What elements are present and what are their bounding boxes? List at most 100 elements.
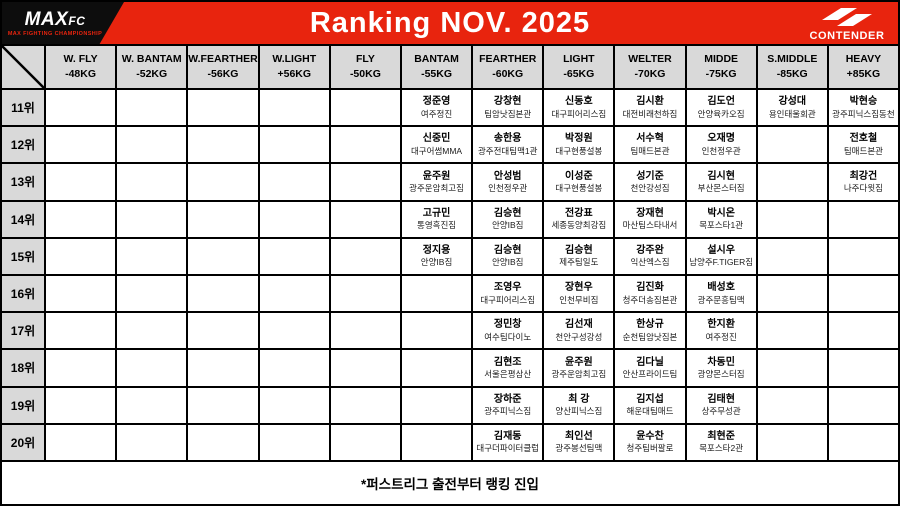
weight-class-name: W.LIGHT xyxy=(272,53,317,66)
empty-cell xyxy=(259,313,329,349)
gym-name: 통영흑진짐 xyxy=(417,220,457,231)
gym-name: 팀매드본관 xyxy=(843,145,883,156)
empty-cell xyxy=(757,313,827,349)
empty-cell xyxy=(330,313,400,349)
weight-class-header: BANTAM -55KG xyxy=(401,46,472,88)
empty-cell xyxy=(828,313,898,349)
gym-name: 대전비래천하짐 xyxy=(622,108,678,119)
gym-name: 광주운암최고짐 xyxy=(409,183,464,193)
fighter-name: 최 강 xyxy=(568,393,590,405)
rank-cell: 16위 xyxy=(2,276,44,312)
fighter-cell: 차동민 광양몬스터짐 xyxy=(686,350,756,386)
fighter-cell: 배성호 광주문흥팀맥 xyxy=(686,276,756,312)
weight-limit: -70KG xyxy=(634,68,666,80)
gym-name: 나주다윗짐 xyxy=(843,183,883,193)
weight-limit: -52KG xyxy=(136,68,168,80)
gym-name: 여주정진 xyxy=(420,108,453,119)
empty-cell xyxy=(330,164,400,200)
empty-cell xyxy=(757,164,827,200)
fighter-name: 김현조 xyxy=(493,356,522,368)
gym-name: 익산엑스짐 xyxy=(630,257,670,268)
weight-class-name: BANTAM xyxy=(414,53,459,66)
weight-class-header: W.LIGHT +56KG xyxy=(259,46,329,88)
table-corner-cell xyxy=(2,46,44,88)
fighter-cell: 정지용 안양IB짐 xyxy=(401,238,472,274)
weight-class-header: HEAVY +85KG xyxy=(828,46,898,88)
fighter-name: 강주완 xyxy=(636,244,664,256)
empty-cell xyxy=(117,350,187,386)
gym-name: 남양주F.TIGER짐 xyxy=(689,257,754,268)
gym-name: 대구피어리스짐 xyxy=(480,294,536,305)
empty-cell xyxy=(46,387,116,423)
fighter-name: 한상규 xyxy=(636,319,664,331)
maxfc-wordmark: MAXFC xyxy=(24,8,86,30)
empty-cell xyxy=(259,90,329,126)
weight-limit: -85KG xyxy=(776,68,808,80)
rank-cell: 13위 xyxy=(2,164,44,200)
weight-limit: -75KG xyxy=(705,68,737,80)
fighter-cell: 김태현 상주무성관 xyxy=(686,387,756,423)
gym-name: 청주팀버팔로 xyxy=(626,443,674,454)
gym-name: 서울은평삼산 xyxy=(484,369,532,379)
empty-cell xyxy=(757,238,827,274)
empty-cell xyxy=(259,276,329,312)
fighter-cell: 김승현 안양IB짐 xyxy=(473,201,543,237)
rank-cell: 11위 xyxy=(2,90,44,126)
contender-wordmark: CONTENDER xyxy=(809,30,885,42)
fighter-name: 배성호 xyxy=(707,282,735,294)
gym-name: 마산팀스타내서 xyxy=(622,220,678,231)
empty-cell xyxy=(46,90,116,126)
gym-name: 광주전대팀맥1관 xyxy=(477,145,538,156)
fighter-cell: 박정원 대구현풍설봉 xyxy=(544,127,614,163)
fighter-cell: 김진화 청주더송짐본관 xyxy=(615,276,685,312)
gym-name: 팀매드본관 xyxy=(630,145,670,156)
gym-name: 부산몬스터짐 xyxy=(697,183,745,193)
fighter-cell: 신동호 대구피어리스짐 xyxy=(544,90,614,126)
rank-cell: 17위 xyxy=(2,313,44,349)
empty-cell xyxy=(757,424,827,460)
fighter-name: 박시온 xyxy=(707,207,735,219)
empty-cell xyxy=(757,127,827,163)
empty-cell xyxy=(330,127,400,163)
fighter-cell: 전강표 세종동양최강짐 xyxy=(544,201,614,237)
fighter-cell: 최강건 나주다윗짐 xyxy=(828,164,898,200)
weight-class-header: MIDDE -75KG xyxy=(686,46,756,88)
empty-cell xyxy=(117,238,187,274)
empty-cell xyxy=(757,276,827,312)
gym-name: 인천정우관 xyxy=(701,145,741,156)
empty-cell xyxy=(259,127,329,163)
weight-limit: -50KG xyxy=(349,68,381,80)
fighter-name: 서수혁 xyxy=(636,133,664,145)
weight-class-header: W. FLY -48KG xyxy=(46,46,116,88)
gym-name: 청주더송짐본관 xyxy=(622,294,678,305)
fighter-name: 김선재 xyxy=(565,319,593,331)
empty-cell xyxy=(188,350,258,386)
weight-class-name: WELTER xyxy=(628,53,672,66)
footer-note: *퍼스트리그 출전부터 랭킹 진입 xyxy=(2,462,898,504)
gym-name: 인천무비짐 xyxy=(559,294,599,305)
empty-cell xyxy=(330,201,400,237)
weight-class-name: W. FLY xyxy=(63,53,98,66)
empty-cell xyxy=(46,238,116,274)
fighter-name: 정민창 xyxy=(493,319,522,331)
fighter-name: 김태현 xyxy=(707,393,735,405)
weight-class-header: S.MIDDLE -85KG xyxy=(757,46,827,88)
fighter-cell: 한상규 순천팀암낫짐본 xyxy=(615,313,685,349)
fighter-cell: 서수혁 팀매드본관 xyxy=(615,127,685,163)
weight-class-name: W.FEARTHER xyxy=(188,53,258,66)
weight-class-header: FLY -50KG xyxy=(330,46,400,88)
fighter-cell: 조영우 대구피어리스짐 xyxy=(473,276,543,312)
fighter-name: 김지섭 xyxy=(636,393,664,405)
weight-limit: +56KG xyxy=(277,68,312,80)
empty-cell xyxy=(828,350,898,386)
fighter-name: 김다닐 xyxy=(636,356,664,368)
fighter-cell: 고규민 통영흑진짐 xyxy=(401,201,472,237)
empty-cell xyxy=(188,164,258,200)
weight-limit: -48KG xyxy=(65,68,97,80)
fighter-cell: 김재동 대구더파이터클럽 xyxy=(473,424,543,460)
empty-cell xyxy=(330,350,400,386)
empty-cell xyxy=(46,276,116,312)
gym-name: 해운대팀매드 xyxy=(626,406,674,417)
fighter-name: 박정원 xyxy=(565,133,593,145)
empty-cell xyxy=(117,276,187,312)
